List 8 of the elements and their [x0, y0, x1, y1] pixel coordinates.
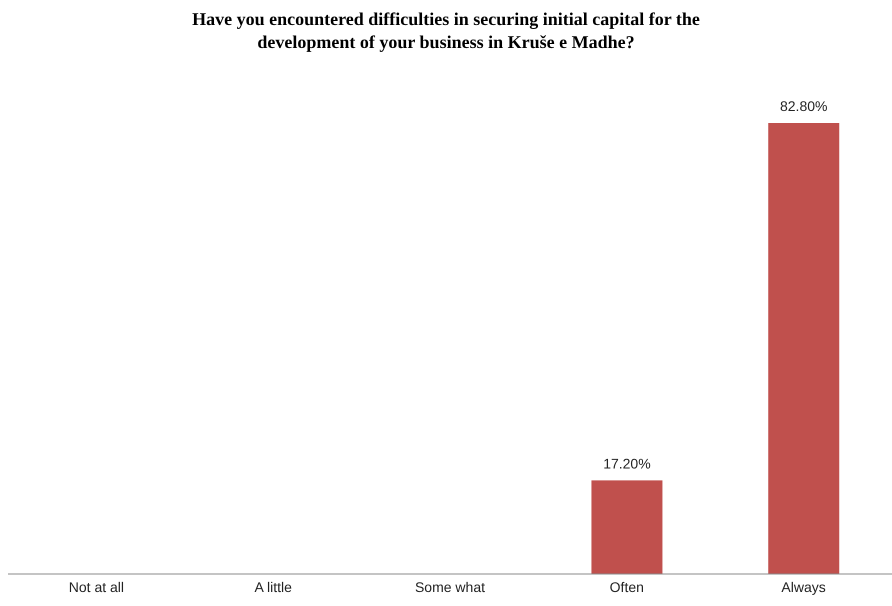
- data-label: 82.80%: [780, 98, 828, 114]
- x-tick-label: Often: [610, 578, 644, 595]
- x-tick-label: Some what: [414, 578, 486, 595]
- data-label: 17.20%: [603, 455, 651, 472]
- chart-title: Have you encountered difficulties in securing initial capital for the development of your business in Kruše e Madhe?: [191, 8, 701, 54]
- x-tick-label: A little: [254, 578, 292, 595]
- x-tick-label: Always: [781, 578, 826, 595]
- x-tick-label: Not at all: [68, 578, 124, 595]
